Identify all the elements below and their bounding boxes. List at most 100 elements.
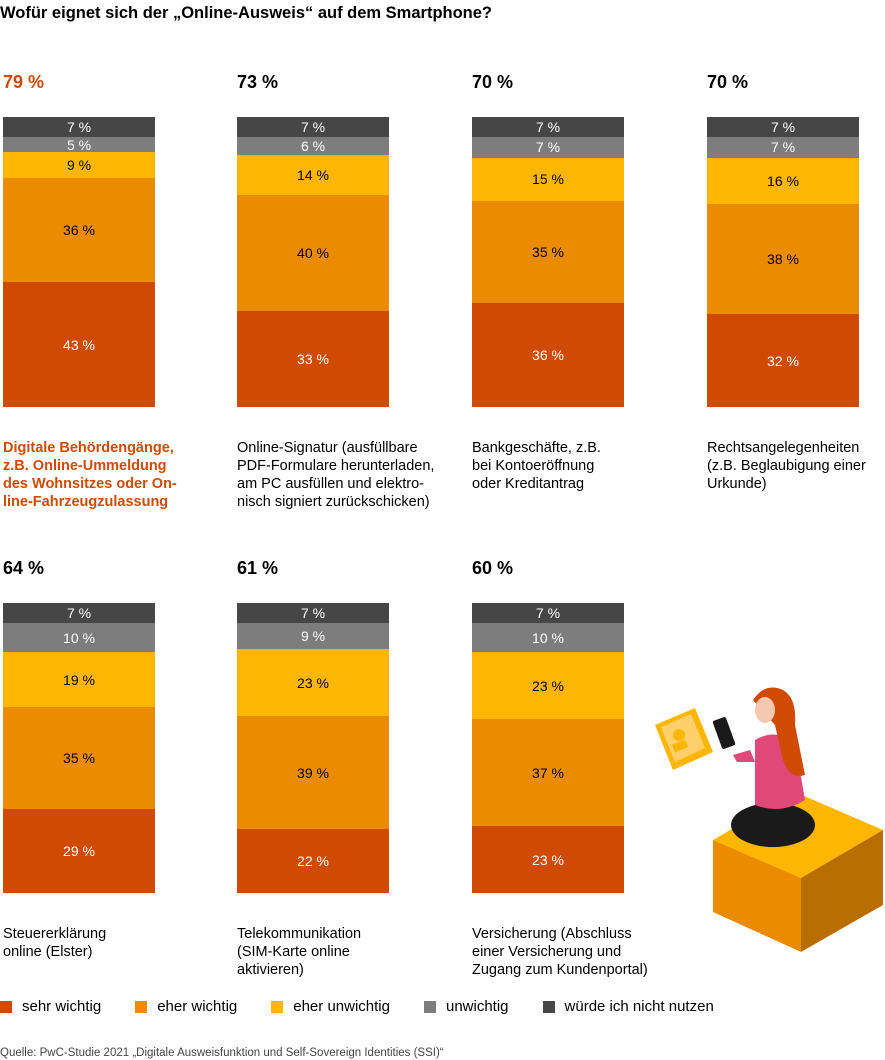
bar-segment-nicht-nutzen: 7 % — [237, 117, 389, 138]
bar-segment-nicht-nutzen: 7 % — [237, 603, 389, 624]
data-label: 14 % — [297, 167, 329, 184]
data-label: 7 % — [66, 605, 92, 622]
bar-segment-eher-unwichtig: 23 % — [472, 652, 624, 719]
category-label-line: PDF-Formulare herunterladen, — [237, 458, 435, 474]
bar-segment-sehr-wichtig: 23 % — [472, 826, 624, 893]
chart-panel: 70 % 36 % 35 % 15 % 7 % 7 % Bankgeschäfte, z.B… — [472, 72, 677, 552]
legend-label: würde ich nicht nutzen — [564, 998, 714, 1015]
data-label: 23 % — [532, 851, 564, 868]
chart-panel: 73 % 33 % 40 % 14 % 6 % 7 % Online-Signatur (a… — [237, 72, 442, 552]
chart-panel: 60 % 23 % 37 % 23 % 10 % 7 % Versicherung (Abs… — [472, 558, 677, 1038]
data-label: 7 % — [535, 605, 561, 622]
bar-segment-nicht-nutzen: 7 % — [3, 603, 155, 624]
data-label: 7 % — [535, 139, 561, 156]
stacked-bar: 32 % 38 % 16 % 7 % 7 % — [707, 117, 859, 407]
category-label: Rechtsangelegenheiten (z.B. Beglaubigung … — [707, 439, 885, 493]
category-label-line: bei Kontoeröffnung — [472, 458, 595, 474]
category-label-line: Steuererklärung — [3, 926, 107, 942]
total-value: 70 % — [707, 72, 749, 92]
legend-label: unwichtig — [445, 998, 509, 1015]
bar-segment-unwichtig: 9 % — [237, 623, 389, 650]
bar-segment-eher-wichtig: 36 % — [3, 177, 155, 283]
data-label: 19 % — [63, 671, 95, 688]
category-label-line: oder Kreditantrag — [472, 476, 585, 492]
total-value: 73 % — [237, 72, 279, 92]
chart-panel: 64 % 29 % 35 % 19 % 10 % 7 % Steuererklärung on… — [3, 558, 208, 1038]
category-label-line: Digitale Behördengänge, — [3, 440, 174, 456]
legend-label: eher wichtig — [157, 998, 238, 1015]
data-label: 7 % — [770, 119, 796, 136]
bar-segment-eher-unwichtig: 16 % — [707, 157, 859, 204]
bar-segment-unwichtig: 7 % — [472, 137, 624, 158]
data-label: 29 % — [63, 842, 95, 859]
stacked-bar: 23 % 37 % 23 % 10 % 7 % — [472, 603, 624, 893]
category-label: Bankgeschäfte, z.B. bei Kontoeröffnung ode… — [472, 439, 692, 493]
data-label: 7 % — [300, 605, 326, 622]
category-label-line: online (Elster) — [3, 944, 93, 960]
category-label-line: Bankgeschäfte, z.B. — [472, 440, 601, 456]
bar-segment-unwichtig: 10 % — [3, 623, 155, 653]
legend-label: sehr wichtig — [22, 998, 102, 1015]
data-label: 38 % — [767, 251, 799, 268]
category-label-line: (z.B. Beglaubigung einer — [707, 458, 866, 474]
category-label-line: (SIM-Karte online — [237, 944, 350, 960]
bar-segment-unwichtig: 5 % — [3, 137, 155, 152]
bar-segment-eher-wichtig: 38 % — [707, 204, 859, 315]
bar-segment-eher-unwichtig: 23 % — [237, 649, 389, 717]
category-label-line: einer Versicherung und — [472, 944, 622, 960]
legend-item-nicht-nutzen: würde ich nicht nutzen — [542, 998, 714, 1015]
data-label: 36 % — [63, 222, 95, 239]
data-label: 7 % — [66, 119, 92, 136]
legend-swatch — [271, 1000, 284, 1013]
bar-segment-nicht-nutzen: 7 % — [3, 117, 155, 138]
legend-swatch — [542, 1000, 555, 1013]
chart-panel: 79 % 43 % 36 % 9 % 5 % 7 % Digitale Behördengä… — [3, 72, 208, 552]
data-label: 22 % — [297, 853, 329, 870]
category-label-line: aktivieren) — [237, 962, 304, 978]
data-label: 23 % — [297, 674, 329, 691]
legend-item-eher-wichtig: eher wichtig — [135, 998, 237, 1015]
bar-segment-nicht-nutzen: 7 % — [472, 603, 624, 624]
data-label: 7 % — [770, 139, 796, 156]
category-label-line: des Wohnsitzes oder On- — [3, 476, 177, 492]
legend-swatch — [423, 1000, 436, 1013]
bar-segment-sehr-wichtig: 36 % — [472, 302, 624, 407]
category-label-line: Rechtsangelegenheiten — [707, 440, 860, 456]
bar-segment-unwichtig: 10 % — [472, 623, 624, 653]
bar-segment-eher-wichtig: 35 % — [472, 201, 624, 303]
bar-segment-nicht-nutzen: 7 % — [472, 117, 624, 138]
legend-swatch — [135, 1000, 148, 1013]
category-label-line: nisch signiert zurückschicken) — [237, 494, 430, 510]
category-label: Steuererklärung online (Elster) — [3, 925, 223, 961]
category-label-line: line-Fahrzeugzulassung — [3, 494, 169, 510]
data-label: 23 % — [532, 677, 564, 694]
data-label: 35 % — [532, 243, 564, 260]
category-label: Telekommunikation (SIM-Karte online aktivi… — [237, 925, 457, 979]
data-label: 9 % — [300, 628, 326, 645]
bar-segment-sehr-wichtig: 43 % — [3, 282, 155, 407]
bar-segment-eher-wichtig: 37 % — [472, 719, 624, 827]
chart-title: Wofür eignet sich der „Online-Ausweis“ a… — [0, 4, 493, 22]
bar-segment-sehr-wichtig: 29 % — [3, 808, 155, 893]
category-label-line: Versicherung (Abschluss — [472, 926, 632, 942]
woman-with-smartphone-illustration — [655, 687, 883, 952]
bar-segment-sehr-wichtig: 33 % — [237, 311, 389, 407]
bar-segment-sehr-wichtig: 22 % — [237, 829, 389, 893]
data-label: 33 % — [297, 351, 329, 368]
chart-panel: 61 % 22 % 39 % 23 % 9 % 7 % Telekommunikation (… — [237, 558, 442, 1038]
data-label: 7 % — [300, 119, 326, 136]
data-label: 16 % — [767, 172, 799, 189]
data-label: 36 % — [532, 346, 564, 363]
data-label: 35 % — [63, 750, 95, 767]
bar-segment-eher-unwichtig: 14 % — [237, 154, 389, 196]
category-label-line: z.B. Online-Ummeldung — [3, 458, 167, 474]
category-label: Versicherung (Abschluss einer Versicherun… — [472, 925, 692, 979]
chart-panel: 70 % 32 % 38 % 16 % 7 % 7 % Rechtsangelegenhei… — [707, 72, 885, 552]
legend-swatch — [0, 1000, 12, 1013]
legend-label: eher unwichtig — [293, 998, 390, 1015]
data-label: 9 % — [66, 156, 92, 173]
data-label: 7 % — [535, 119, 561, 136]
data-label: 6 % — [300, 138, 326, 154]
data-label: 5 % — [66, 136, 92, 153]
category-label-line: Urkunde) — [707, 476, 767, 492]
